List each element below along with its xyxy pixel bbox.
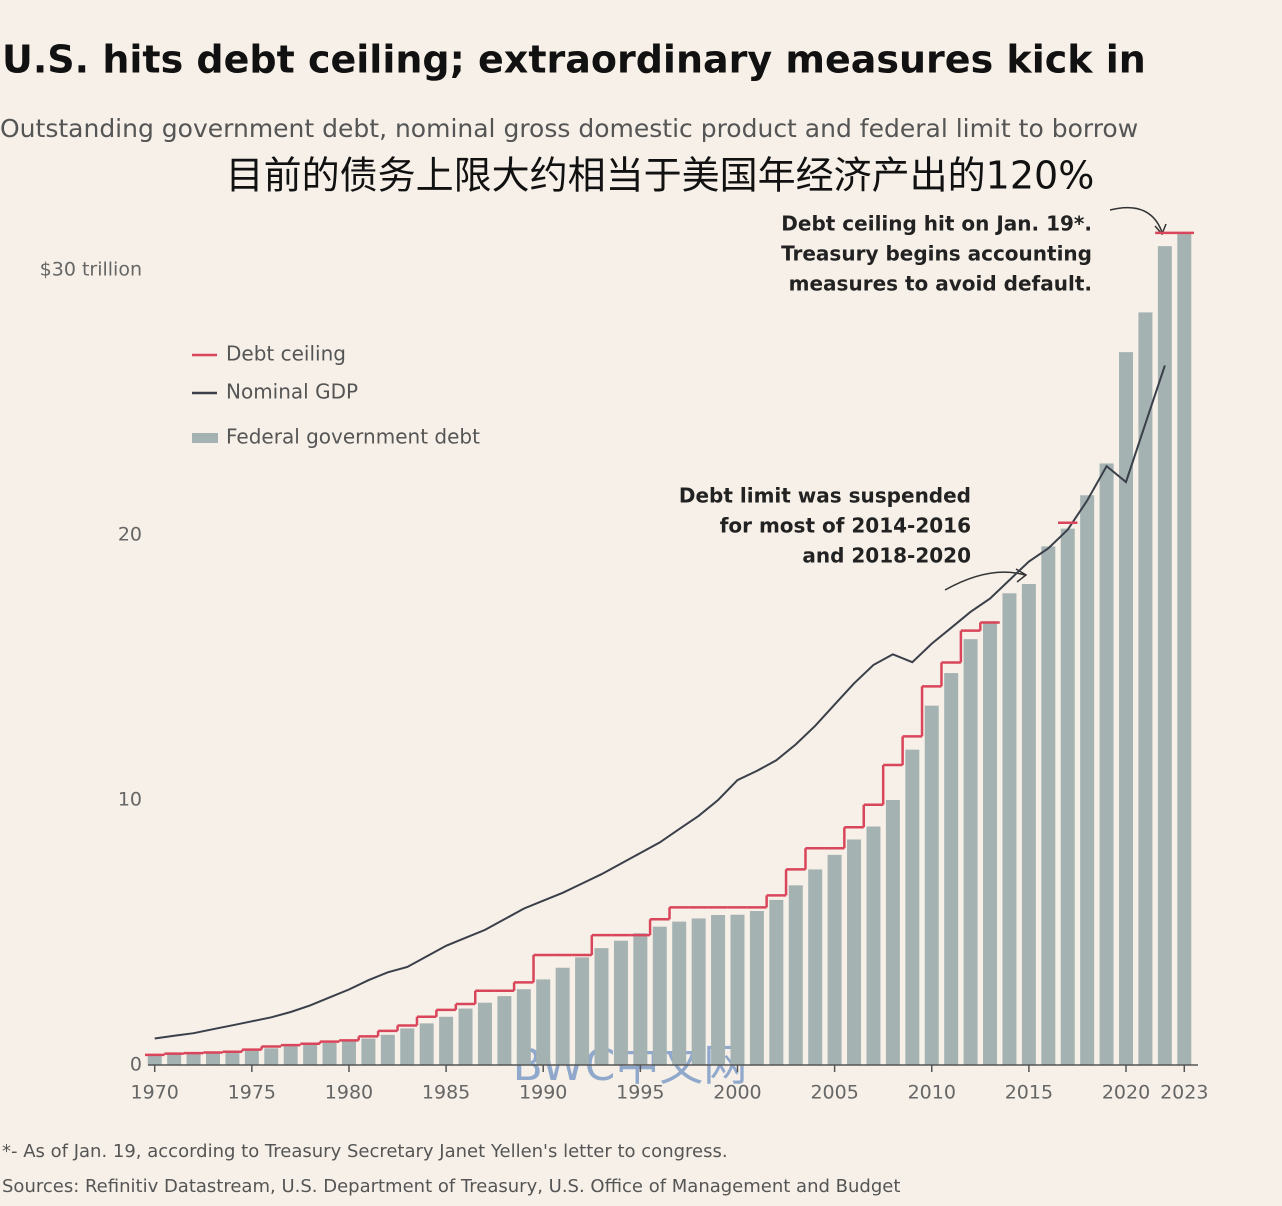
y-tick-label: 20 [118, 524, 142, 546]
bar [691, 918, 706, 1065]
bar [575, 957, 590, 1065]
bar [1099, 463, 1114, 1065]
bar [341, 1040, 356, 1065]
legend-swatch [192, 433, 218, 443]
bar [963, 639, 978, 1065]
x-tick-label: 2015 [1005, 1082, 1053, 1104]
bar [322, 1043, 337, 1065]
bar [749, 911, 764, 1065]
bar [769, 899, 784, 1065]
x-tick-label: 1975 [228, 1082, 276, 1104]
source: Sources: Refinitiv Datastream, U.S. Depa… [2, 1176, 900, 1197]
x-tick-label: 2020 [1102, 1082, 1150, 1104]
bar [516, 989, 531, 1065]
x-tick-label: 1970 [131, 1082, 179, 1104]
footnote: *- As of Jan. 19, according to Treasury … [2, 1141, 728, 1162]
bar [477, 1002, 492, 1065]
bar [283, 1046, 298, 1065]
bar [1157, 246, 1172, 1065]
x-tick-label: 2000 [713, 1082, 761, 1104]
legend-label: Debt ceiling [226, 342, 346, 366]
bar [1138, 312, 1153, 1065]
annotation-arrow [1109, 206, 1163, 233]
bar [847, 839, 862, 1065]
bar [167, 1054, 182, 1065]
bar [905, 749, 920, 1065]
annotation: for most of 2014-2016 [720, 514, 971, 538]
bar [458, 1008, 473, 1065]
bar [808, 869, 823, 1065]
bar [711, 915, 726, 1065]
x-tick-label: 1985 [422, 1082, 470, 1104]
y-tick-label: $30 trillion [40, 259, 142, 281]
bar [1080, 495, 1095, 1065]
bar [1177, 232, 1192, 1065]
bar [186, 1053, 201, 1065]
bar [866, 826, 881, 1065]
y-tick-label: 0 [130, 1054, 142, 1076]
bar [147, 1055, 162, 1065]
bar [633, 933, 648, 1065]
bar [1021, 584, 1036, 1065]
annotation: and 2018-2020 [802, 544, 971, 568]
gdp-line [154, 365, 1166, 1040]
bar [730, 914, 745, 1065]
annotation: Debt ceiling hit on Jan. 19*. [781, 212, 1092, 236]
bar [1119, 352, 1134, 1065]
bar [419, 1023, 434, 1065]
bar [594, 948, 609, 1065]
bar [264, 1048, 279, 1065]
bar [555, 967, 570, 1065]
x-tick-label: 2005 [810, 1082, 858, 1104]
bar [983, 621, 998, 1065]
x-tick-label: 1980 [325, 1082, 373, 1104]
headline: 目前的债务上限大约相当于美国年经济产出的120% [226, 154, 1095, 198]
annotation: Treasury begins accounting [781, 242, 1092, 266]
chart-title: U.S. hits debt ceiling; extraordinary me… [2, 38, 1146, 82]
bar [788, 885, 803, 1065]
bar [205, 1052, 220, 1065]
bar [1002, 593, 1017, 1065]
bar [613, 940, 628, 1065]
bar [924, 705, 939, 1065]
legend-label: Nominal GDP [226, 380, 358, 404]
legend-label: Federal government debt [226, 425, 480, 449]
bar [672, 921, 687, 1065]
annotation: measures to avoid default. [789, 272, 1092, 296]
x-tick-label: 2010 [908, 1082, 956, 1104]
bar [400, 1028, 415, 1065]
x-tick-label: 1990 [519, 1082, 567, 1104]
bar [439, 1016, 454, 1065]
x-tick-label: 1995 [616, 1082, 664, 1104]
bar [1060, 528, 1075, 1065]
bar [244, 1050, 259, 1065]
bar [380, 1034, 395, 1065]
bar [885, 800, 900, 1065]
bar [497, 996, 512, 1065]
bar [225, 1052, 240, 1065]
bar [944, 673, 959, 1065]
annotation: Debt limit was suspended [679, 484, 971, 508]
bar [303, 1044, 318, 1065]
bar [652, 926, 667, 1065]
y-tick-label: 10 [118, 789, 142, 811]
bar [536, 979, 551, 1065]
bar [361, 1038, 376, 1065]
bar [1041, 546, 1056, 1065]
chart-subtitle: Outstanding government debt, nominal gro… [0, 114, 1138, 143]
x-tick-label: 2023 [1160, 1082, 1208, 1104]
bar [827, 854, 842, 1065]
